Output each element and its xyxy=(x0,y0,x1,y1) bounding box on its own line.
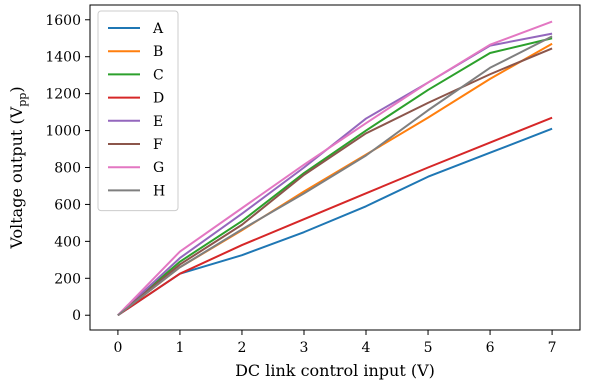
y-tick-label: 600 xyxy=(54,197,81,213)
y-axis-ticks: 0 200 400 600 800 1000 1200 1400 1600 xyxy=(45,13,90,324)
series-line-c xyxy=(117,37,553,316)
legend-item-b: B xyxy=(108,44,163,60)
x-tick-label: 0 xyxy=(113,340,122,356)
x-axis-ticks: 0 1 2 3 4 5 6 7 xyxy=(113,330,557,356)
legend-item-h: H xyxy=(108,183,165,199)
legend-label: E xyxy=(153,114,163,130)
x-tick-label: 3 xyxy=(300,340,309,356)
x-tick-label: 2 xyxy=(238,340,247,356)
legend-label: B xyxy=(153,44,163,60)
legend-label: H xyxy=(153,183,165,199)
series-line-b xyxy=(117,42,553,317)
series-line-d xyxy=(117,116,553,317)
y-tick-label: 800 xyxy=(54,161,81,177)
legend-item-c: C xyxy=(108,67,164,83)
x-tick-label: 4 xyxy=(362,340,371,356)
series-line-g xyxy=(117,20,553,316)
legend-label: G xyxy=(153,160,164,176)
legend-box xyxy=(97,10,179,212)
series-line-f xyxy=(117,47,553,317)
legend-item-a: A xyxy=(108,21,164,37)
x-tick-label: 1 xyxy=(175,340,184,356)
legend-label: D xyxy=(153,91,164,107)
y-tick-label: 400 xyxy=(54,234,81,250)
x-tick-label: 5 xyxy=(424,340,433,356)
series-lines xyxy=(117,20,553,317)
legend-item-g: G xyxy=(108,160,164,176)
x-tick-label: 7 xyxy=(548,340,557,356)
x-axis-label: DC link control input (V) xyxy=(235,361,435,380)
legend-label: C xyxy=(153,67,164,83)
y-axis-label: Voltage output (Vpp) xyxy=(7,86,29,249)
series-line-a xyxy=(117,127,553,317)
y-tick-label: 0 xyxy=(72,308,81,324)
y-tick-label: 200 xyxy=(54,271,81,287)
y-axis-label-main: Voltage output (V xyxy=(7,106,26,249)
series-line-h xyxy=(117,35,553,317)
y-tick-label: 1600 xyxy=(45,13,81,29)
x-tick-label: 6 xyxy=(486,340,495,356)
y-tick-label: 1200 xyxy=(45,87,81,103)
legend-item-e: E xyxy=(108,114,163,130)
y-axis-label-subscript: pp xyxy=(16,93,29,107)
y-tick-label: 1400 xyxy=(45,50,81,66)
y-axis-label-suffix: ) xyxy=(7,86,26,92)
y-tick-label: 1000 xyxy=(45,124,81,140)
legend-item-d: D xyxy=(108,91,164,107)
legend-label: F xyxy=(153,137,163,153)
legend-item-f: F xyxy=(108,137,163,153)
legend-label: A xyxy=(152,21,164,37)
